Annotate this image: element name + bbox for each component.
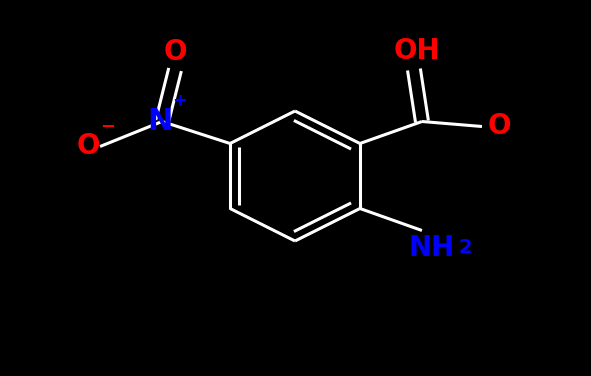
Text: 2: 2 bbox=[458, 238, 472, 257]
Text: +: + bbox=[173, 92, 187, 111]
Text: O: O bbox=[163, 38, 187, 67]
Text: O: O bbox=[76, 132, 100, 161]
Text: N: N bbox=[147, 107, 173, 136]
Text: OH: OH bbox=[394, 38, 440, 65]
Text: O: O bbox=[487, 112, 511, 141]
Text: −: − bbox=[100, 117, 116, 135]
Text: NH: NH bbox=[409, 233, 455, 261]
